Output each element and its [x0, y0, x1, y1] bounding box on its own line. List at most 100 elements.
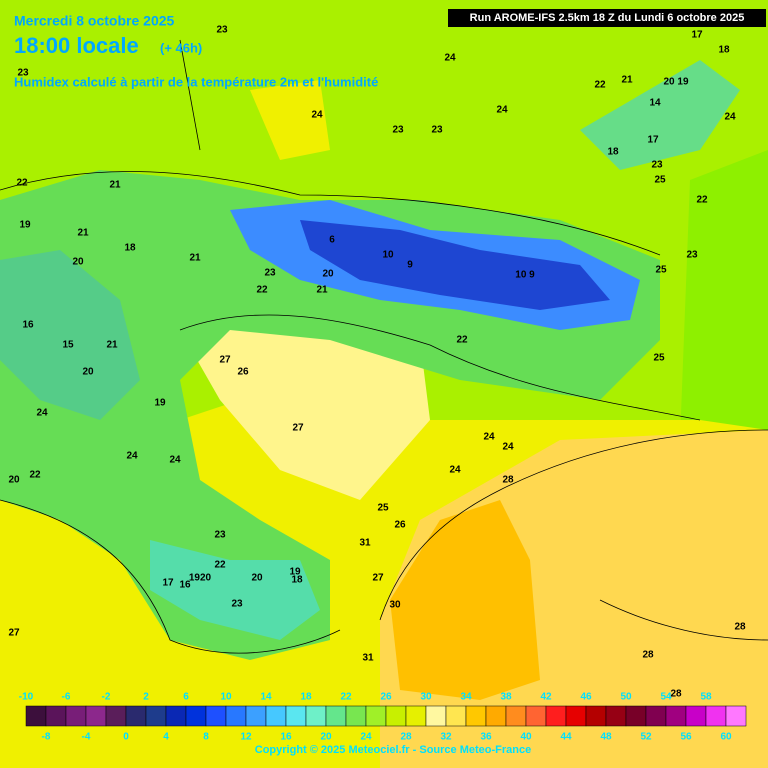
contour-label: 25 — [655, 265, 667, 276]
contour-label: 24 — [36, 408, 48, 419]
warm-patch — [250, 80, 330, 160]
scale-label: 4 — [163, 732, 169, 743]
scale-label: 10 — [220, 692, 232, 703]
scale-label: 8 — [203, 732, 209, 743]
lead-time: (+ 46h) — [160, 40, 202, 55]
contour-label: 9 — [407, 260, 413, 271]
copyright: Copyright © 2025 Meteociel.fr - Source M… — [255, 744, 531, 756]
color-swatch — [425, 705, 447, 727]
contour-label: 19 — [19, 220, 31, 231]
contour-label: 27 — [292, 423, 304, 434]
high-ground-ne — [580, 60, 740, 170]
contour-label: 21 — [106, 340, 118, 351]
contour-label: 25 — [653, 353, 665, 364]
date: Mercredi 8 octobre 2025 — [14, 13, 175, 29]
contour-label: 21 — [316, 285, 328, 296]
sea — [390, 500, 540, 700]
contour-label: 18 — [718, 45, 730, 56]
scale-label: 44 — [560, 732, 572, 743]
scale-label: 24 — [360, 732, 372, 743]
contour-label: 22 — [16, 178, 28, 189]
scale-label: 52 — [640, 732, 652, 743]
scale-label: 58 — [700, 692, 712, 703]
high-ground-south — [150, 540, 320, 640]
color-swatch — [185, 705, 207, 727]
scale-label: 20 — [320, 732, 332, 743]
high-ground-west — [0, 250, 140, 420]
land-east — [680, 150, 768, 440]
color-swatch — [105, 705, 127, 727]
contour-label: 17 — [647, 135, 659, 146]
contour-label: 18 — [124, 243, 136, 254]
scale-label: 32 — [440, 732, 452, 743]
subtitle: Humidex calculé à partir de la températu… — [14, 74, 378, 89]
contour-label: 22 — [456, 335, 468, 346]
contour-label: 15 — [62, 340, 74, 351]
contour-label: 23 — [392, 125, 404, 136]
contour-label: 23 — [264, 268, 276, 279]
contour-label: 17 — [691, 30, 703, 41]
scale-label: 54 — [660, 692, 672, 703]
scale-label: -4 — [82, 732, 91, 743]
contour-label: 21 — [77, 228, 89, 239]
color-swatch — [565, 705, 587, 727]
contour-label: 30 — [389, 600, 401, 611]
color-swatch — [445, 705, 467, 727]
scale-label: -10 — [19, 692, 34, 703]
color-swatch — [645, 705, 667, 727]
color-swatch — [65, 705, 87, 727]
color-swatch — [545, 705, 567, 727]
color-swatch — [225, 705, 247, 727]
color-swatch — [465, 705, 487, 727]
color-swatch — [245, 705, 267, 727]
contour-label: 22 — [214, 560, 226, 571]
contour-label: 24 — [449, 465, 461, 476]
contour-label: 23 — [17, 68, 29, 79]
scale-label: 34 — [460, 692, 472, 703]
contour-label: 28 — [502, 475, 514, 486]
scale-label: 28 — [400, 732, 412, 743]
contour-label: 20 — [322, 269, 334, 280]
color-swatch — [325, 705, 347, 727]
scale-label: -8 — [42, 732, 51, 743]
contour-label: 20 — [251, 573, 263, 584]
scale-label: 18 — [300, 692, 312, 703]
scale-label: 16 — [280, 732, 292, 743]
contour-label: 6 — [329, 235, 335, 246]
color-swatch — [25, 705, 47, 727]
contour-label: 26 — [394, 520, 406, 531]
scale-label: 38 — [500, 692, 512, 703]
contour-label: 24 — [169, 455, 181, 466]
contour-label: 23 — [216, 25, 228, 36]
color-swatch — [85, 705, 107, 727]
color-swatch — [265, 705, 287, 727]
scale-label: 60 — [720, 732, 732, 743]
peaks-high — [300, 220, 610, 310]
scale-label: 40 — [520, 732, 532, 743]
color-swatch — [365, 705, 387, 727]
scale-label: -2 — [102, 692, 111, 703]
contour-label: 20 — [72, 257, 84, 268]
contour-label: 17 — [162, 578, 174, 589]
time: 18:00 locale — [14, 33, 139, 58]
contour-label: 24 — [311, 110, 323, 121]
color-swatch — [405, 705, 427, 727]
scale-label: 26 — [380, 692, 392, 703]
contour-label: 27 — [372, 573, 384, 584]
color-swatch — [625, 705, 647, 727]
color-swatch — [705, 705, 727, 727]
contour-label: 16 — [179, 580, 191, 591]
color-swatch — [685, 705, 707, 727]
color-swatch — [485, 705, 507, 727]
contour-label: 23 — [651, 160, 663, 171]
contour-label: 1920 — [189, 573, 212, 584]
color-swatch — [45, 705, 67, 727]
color-swatch — [385, 705, 407, 727]
contour-label: 31 — [359, 538, 371, 549]
contour-label: 18 — [607, 147, 619, 158]
contour-label: 24 — [483, 432, 495, 443]
scale-label: 48 — [600, 732, 612, 743]
scale-label: 0 — [123, 732, 129, 743]
